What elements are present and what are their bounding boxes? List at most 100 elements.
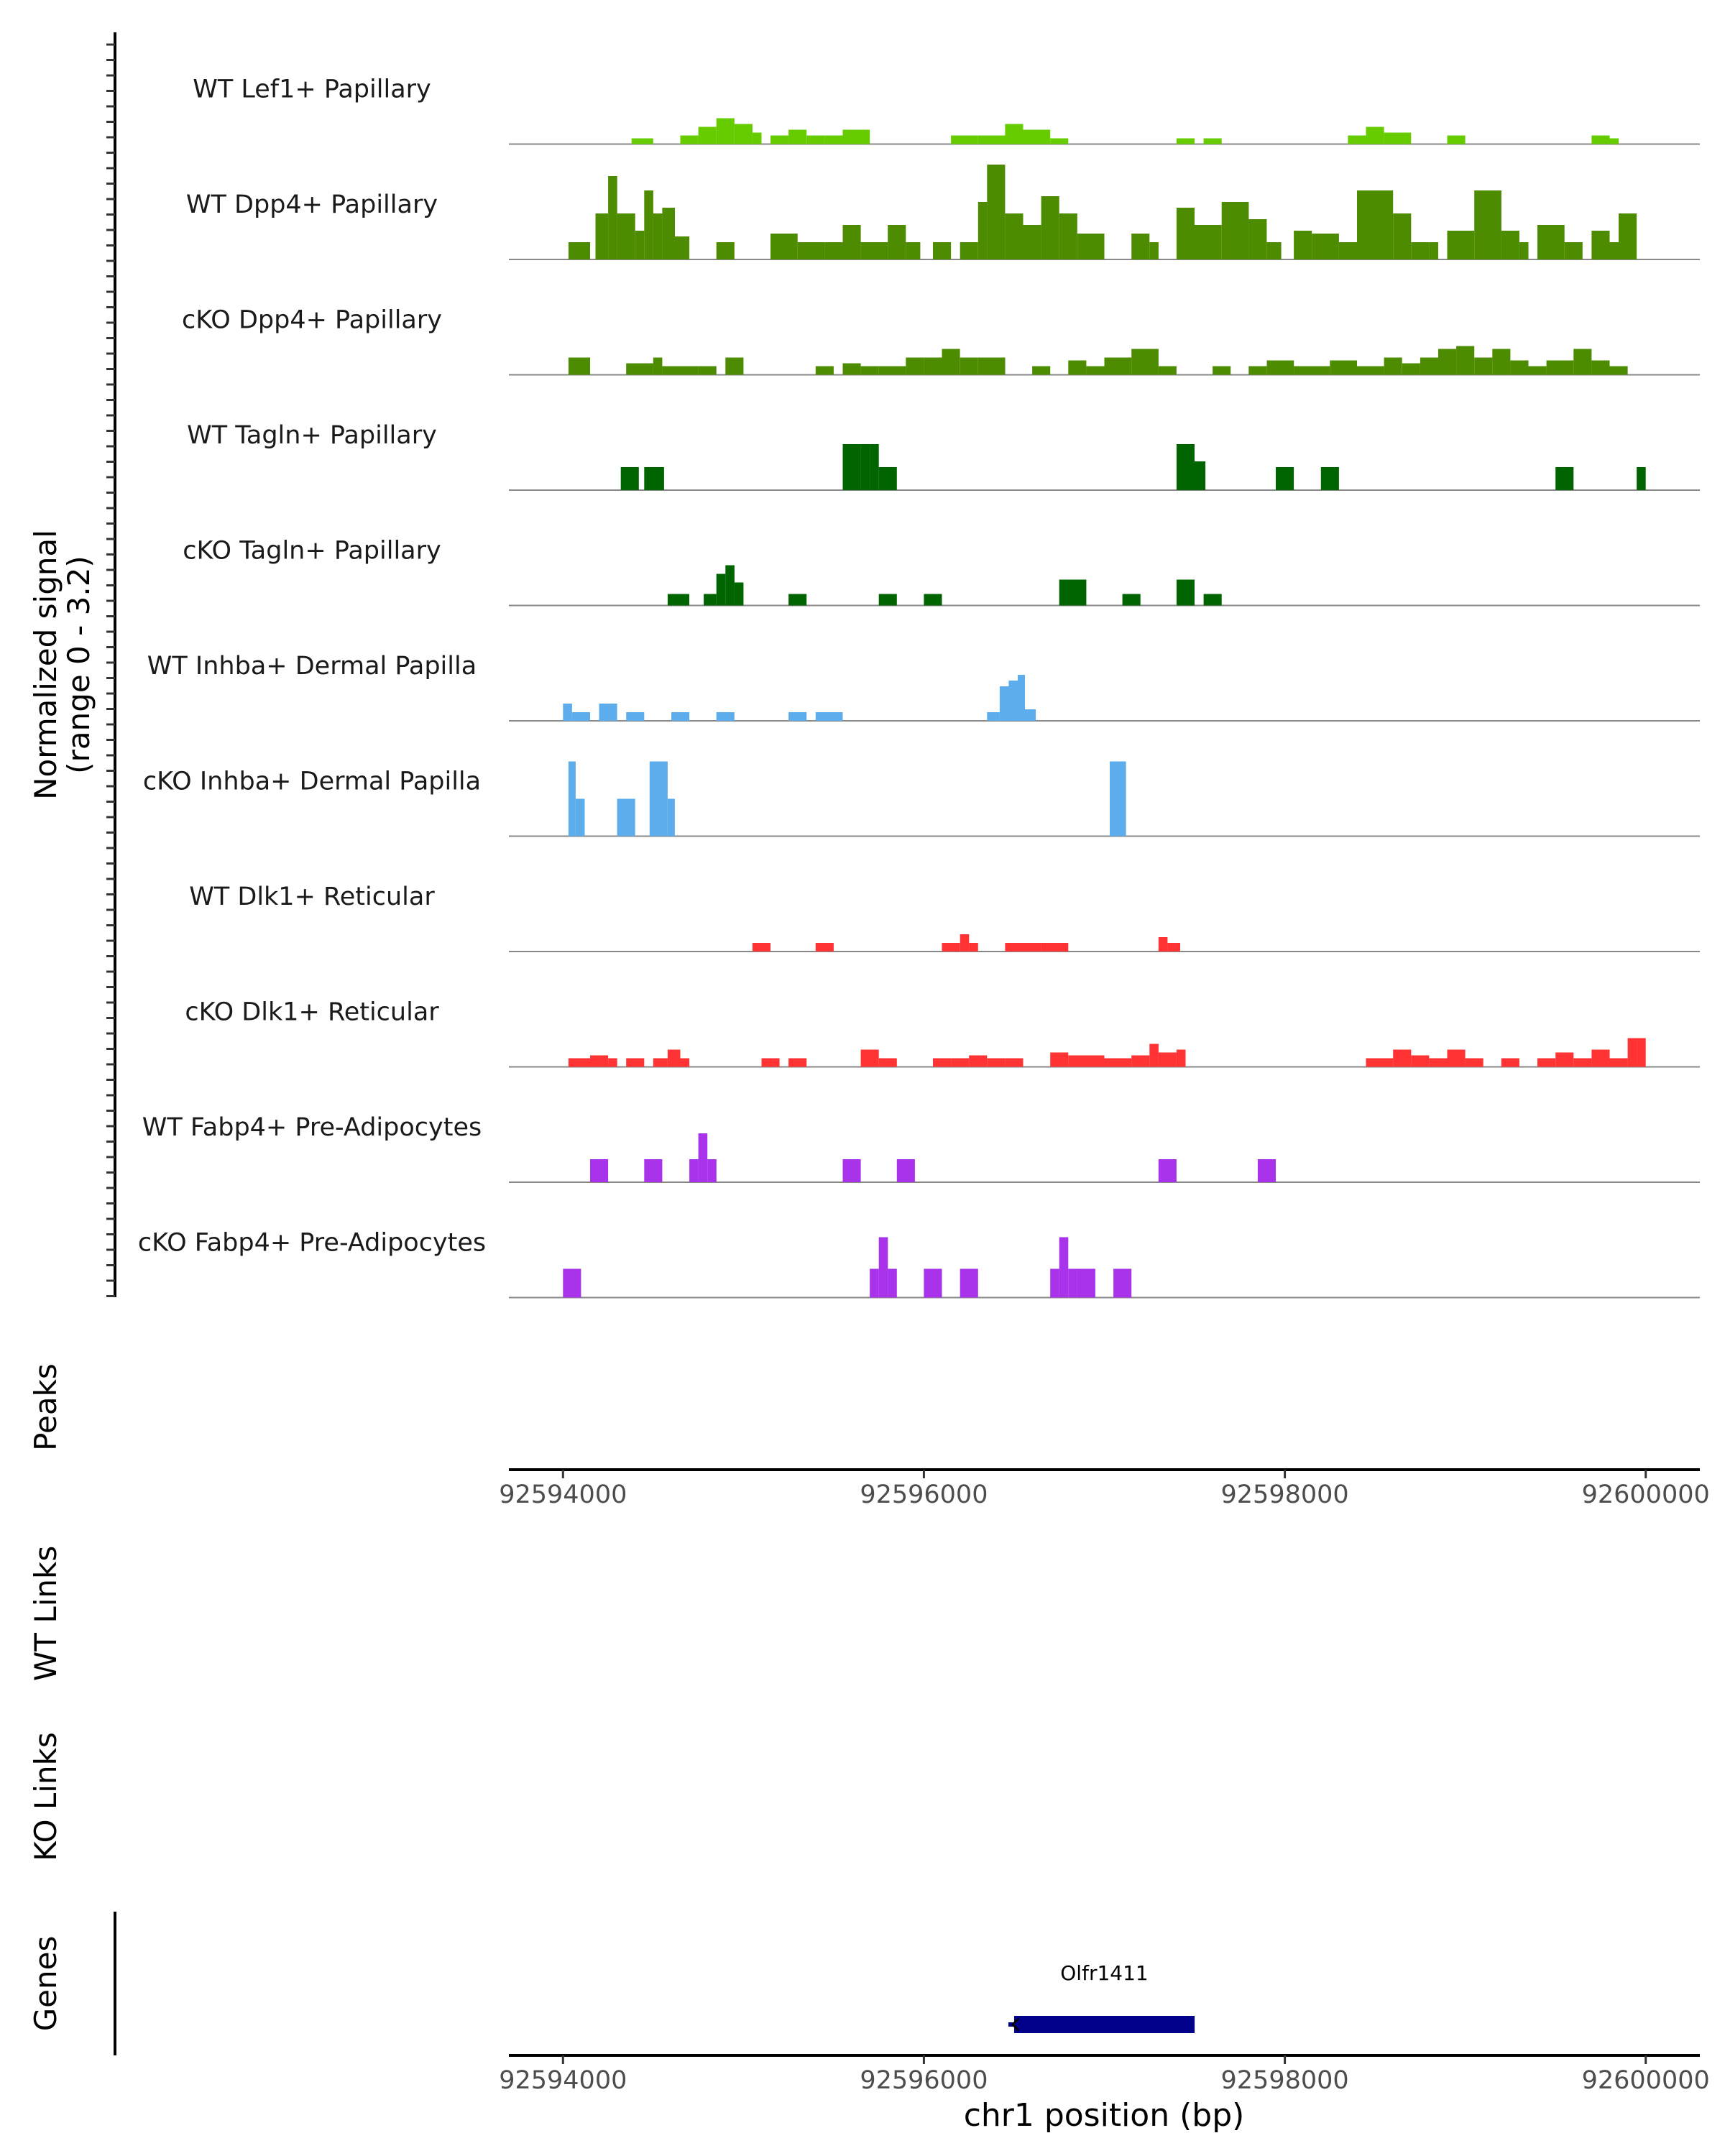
peaks-x-axis: 92594000 92596000 92598000 92600000 <box>499 1470 1710 1509</box>
coverage-bin <box>960 242 978 259</box>
coverage-bin <box>1402 363 1420 375</box>
coverage-bin <box>1059 213 1077 259</box>
coverage-bin <box>1122 594 1141 606</box>
track-label: cKO Tagln+ Papillary <box>183 537 441 566</box>
coverage-bin <box>1447 1049 1466 1067</box>
coverage-bin <box>1158 366 1177 375</box>
coverage-bin <box>842 363 861 375</box>
coverage-bin <box>575 798 585 837</box>
coverage-bin <box>1266 242 1282 259</box>
coverage-bin <box>644 1159 663 1182</box>
peaks-panel-label: Peaks <box>28 1363 63 1451</box>
coverage-bin <box>933 1058 952 1067</box>
coverage-bin <box>1447 135 1466 144</box>
coverage-bin <box>1248 219 1267 259</box>
coverage-bin <box>689 1159 699 1182</box>
coverage-bin <box>698 1133 708 1182</box>
coverage-bin <box>1110 761 1126 837</box>
coverage-bin <box>1068 1268 1077 1298</box>
coverage-bin <box>1637 467 1646 490</box>
coverage-bin <box>1266 360 1294 375</box>
coverage-bin <box>1023 129 1051 144</box>
coverage-bin <box>595 213 609 259</box>
coverage-bin <box>626 1058 645 1067</box>
coverage-bin <box>1411 242 1430 259</box>
coverage-bin <box>1176 444 1195 490</box>
track-10: WT Fabp4+ Pre-Adipocytes <box>142 1113 1700 1183</box>
coverage-bin <box>635 231 645 259</box>
x-tick-label: 92598000 <box>1221 1480 1349 1509</box>
coverage-bin <box>1591 1049 1610 1067</box>
coverage-bin <box>1167 943 1180 952</box>
coverage-bin <box>815 712 843 721</box>
coverage-bin <box>1330 360 1357 375</box>
coverage-bin <box>1528 366 1547 375</box>
track-5: cKO Tagln+ Papillary <box>183 537 1700 607</box>
coverage-bin <box>797 242 825 259</box>
x-tick-label: 92596000 <box>860 2066 988 2095</box>
coverage-bin <box>1131 1055 1150 1067</box>
coverage-bin <box>680 135 699 144</box>
track-6: WT Inhba+ Dermal Papilla <box>147 652 1700 722</box>
coverage-bin <box>1609 366 1628 375</box>
coverage-bin <box>1537 1058 1556 1067</box>
coverage-bin <box>1104 1058 1132 1067</box>
coverage-bin <box>1366 126 1384 144</box>
coverage-bin <box>987 165 1006 259</box>
coverage-bin <box>1149 1044 1159 1067</box>
coverage-bin <box>1113 1268 1132 1298</box>
coverage-bin <box>1501 231 1519 259</box>
coverage-bin <box>563 704 572 721</box>
coverage-bin <box>1312 234 1339 259</box>
track-label: WT Inhba+ Dermal Papilla <box>147 652 477 681</box>
coverage-bin <box>1068 1055 1105 1067</box>
coverage-bin <box>987 1058 1006 1067</box>
coverage-bin <box>1429 1058 1448 1067</box>
coverage-bin <box>1005 124 1024 144</box>
coverage-bin <box>1411 1055 1430 1067</box>
track-3: cKO Dpp4+ Papillary <box>182 306 1700 376</box>
coverage-bin <box>662 208 675 259</box>
coverage-bin <box>1176 208 1195 259</box>
coverage-bin <box>770 135 789 144</box>
coverage-bin <box>1077 234 1105 259</box>
x-tick-label: 92598000 <box>1221 2066 1349 2095</box>
coverage-bin <box>1213 366 1231 375</box>
coverage-bin <box>806 135 825 144</box>
coverage-bin <box>788 594 807 606</box>
coverage-bin <box>951 135 978 144</box>
coverage-bin <box>960 1268 978 1298</box>
coverage-bin <box>571 712 590 721</box>
gene-track: Olfr1411 <box>1008 1961 1195 2033</box>
coverage-bin <box>842 444 852 490</box>
coverage-bin <box>1591 231 1610 259</box>
coverage-bin <box>667 594 689 606</box>
coverage-bin <box>626 363 653 375</box>
track-7: cKO Inhba+ Dermal Papilla <box>143 761 1700 837</box>
coverage-bin <box>599 704 617 721</box>
coverage-bin <box>725 565 735 606</box>
coverage-bin <box>1050 138 1069 144</box>
track-8: WT Dlk1+ Reticular <box>189 883 1700 952</box>
coverage-bin <box>870 444 879 490</box>
track-label: cKO Fabp4+ Pre-Adipocytes <box>138 1229 486 1258</box>
track-1: WT Lef1+ Papillary <box>193 75 1700 145</box>
coverage-bin <box>1221 202 1249 259</box>
x-axis-label: chr1 position (bp) <box>964 2097 1245 2134</box>
x-tick-label: 92600000 <box>1582 2066 1710 2095</box>
coverage-bin <box>590 1055 609 1067</box>
coverage-bin <box>1637 1038 1646 1067</box>
x-tick-label: 92596000 <box>860 1480 988 1509</box>
coverage-bin <box>1149 242 1159 259</box>
coverage-bin <box>617 213 635 259</box>
coverage-bin <box>752 132 762 144</box>
coverage-bin <box>1068 360 1087 375</box>
coverage-bin <box>824 135 843 144</box>
coverage-bin <box>761 1058 780 1067</box>
coverage-bin <box>788 129 807 144</box>
coverage-bin <box>1294 366 1330 375</box>
coverage-bin <box>1537 225 1565 259</box>
coverage-bin <box>1032 366 1051 375</box>
